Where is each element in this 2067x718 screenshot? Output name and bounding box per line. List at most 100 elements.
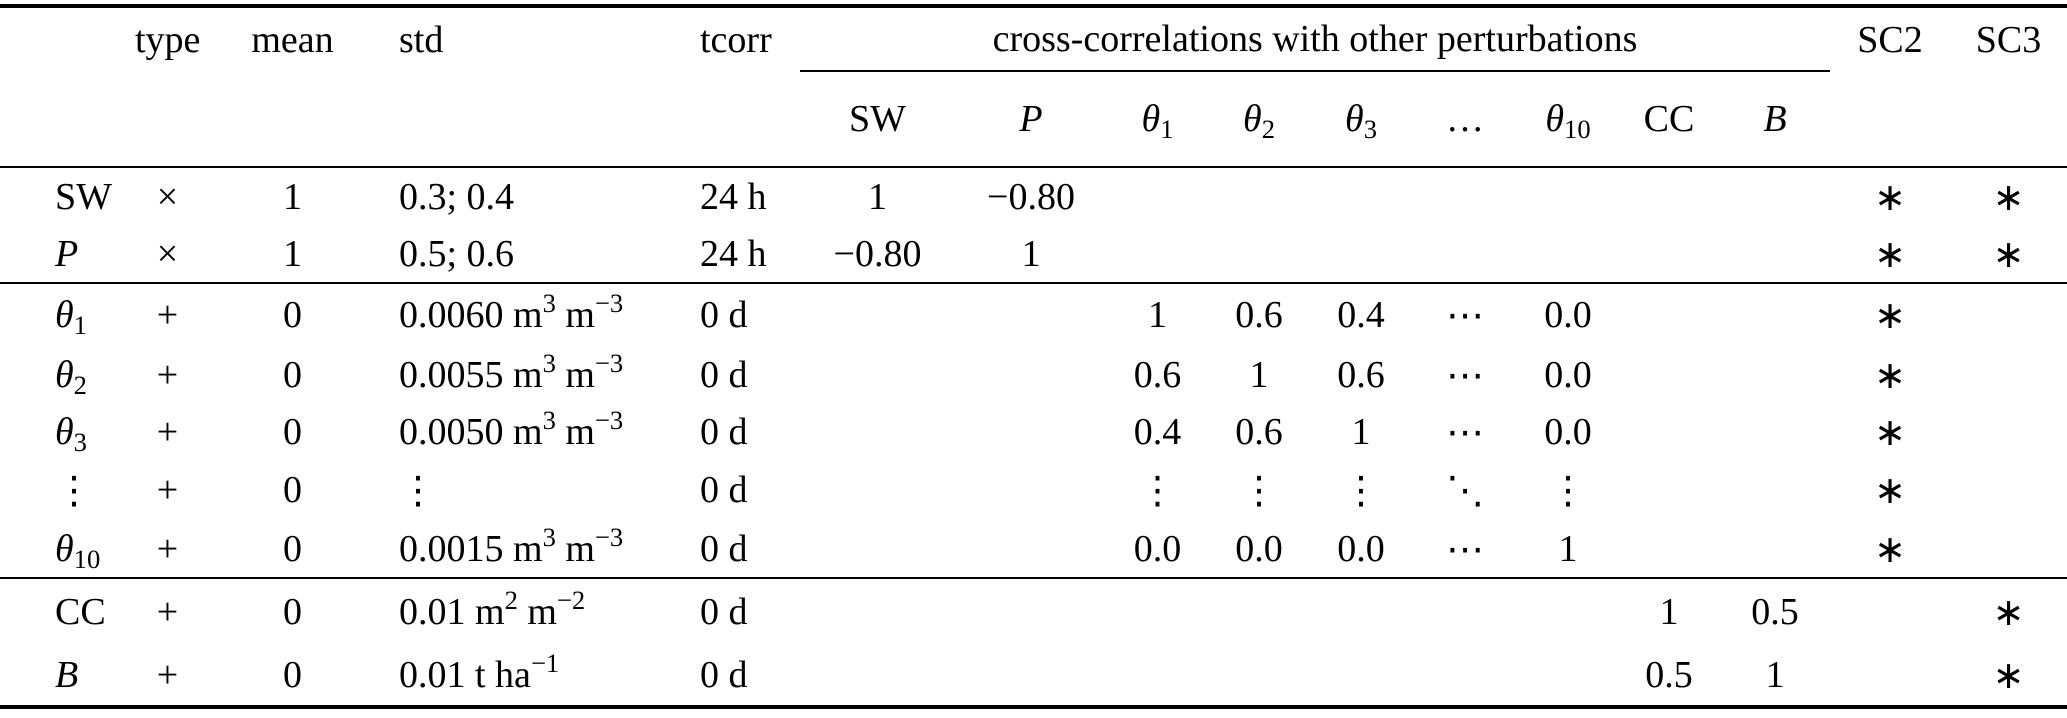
cell-sw-corr-t1 xyxy=(1107,167,1208,225)
cell-b-corr-b: 1 xyxy=(1765,654,1785,696)
cell-theta10-sc3 xyxy=(1950,520,2067,578)
header-type: type xyxy=(135,18,201,61)
cell-theta1-corr-dots: ⋯ xyxy=(1412,282,1518,346)
cell-dots-corr-cc xyxy=(1618,460,1720,520)
cell-theta2-corr-p xyxy=(955,346,1107,403)
cell-theta10-corr-t2: 0.0 xyxy=(1235,527,1283,570)
header-sc2: SC2 xyxy=(1857,18,1923,61)
cell-theta3-corr-b xyxy=(1720,403,1830,460)
cell-sw-corr-p: −0.80 xyxy=(987,175,1075,218)
cell-theta3-corr-p xyxy=(955,403,1107,460)
cell-cc-corr-t1 xyxy=(1107,577,1208,645)
header-mean: mean xyxy=(251,18,334,61)
header-row-main: type mean std tcorr cross-correlations w… xyxy=(0,6,2067,72)
cell-theta3-corr-dots: ⋯ xyxy=(1446,409,1484,454)
cell-sw-corr-sw: 1 xyxy=(868,175,887,218)
cell-dots-corr-t10: ⋮ xyxy=(1549,468,1587,512)
cell-theta2-mean: 0 xyxy=(283,353,302,396)
cell-p-type: × xyxy=(156,232,179,275)
cell-cc-sc2 xyxy=(1830,577,1950,645)
cell-cc-corr-t3 xyxy=(1310,577,1412,645)
table-row-b: B +0 0.01 t ha−1 0 d 0.5 1 ∗ xyxy=(0,645,2067,707)
cell-b-corr-t3 xyxy=(1310,645,1412,707)
cell-cc-corr-p xyxy=(955,577,1107,645)
cell-theta2-type: + xyxy=(156,353,179,396)
cell-dots-corr-t2: ⋮ xyxy=(1240,468,1278,512)
cell-p-sc2: ∗ xyxy=(1874,231,1906,276)
cell-theta1-corr-cc xyxy=(1618,282,1720,346)
cell-theta1-std: 0.0060 m3 m−3 xyxy=(385,282,690,346)
subheader-cc: CC xyxy=(1618,71,1720,168)
subheader-b: B xyxy=(1720,71,1830,168)
cell-b-sc2 xyxy=(1830,645,1950,707)
subheader-sw: SW xyxy=(800,71,955,168)
cell-cc-corr-t10 xyxy=(1518,577,1618,645)
table-row-p: P × 1 0.5; 0.6 24 h −0.80 1 ∗ ∗ xyxy=(0,225,2067,283)
cell-dots-sc3 xyxy=(1950,460,2067,520)
cell-cc-corr-sw xyxy=(800,577,955,645)
cell-theta10-type: + xyxy=(156,527,179,570)
table-row-theta3: θ3 +0 0.0050 m3 m−3 0 d 0.4 0.6 1 ⋯ 0.0 ∗ xyxy=(0,403,2067,460)
cell-dots-sc2: ∗ xyxy=(1874,468,1906,512)
cell-theta10-corr-t10: 1 xyxy=(1558,527,1578,570)
cell-theta1-corr-t3: 0.4 xyxy=(1310,282,1412,346)
header-row-sub: SW P θ1 θ2 θ3 … θ10 CC B xyxy=(0,71,2067,168)
cell-p-corr-b xyxy=(1720,225,1830,283)
cell-theta2-corr-t10: 0.0 xyxy=(1544,353,1592,396)
cell-b-corr-p xyxy=(955,645,1107,707)
cell-cc-corr-cc: 1 xyxy=(1618,577,1720,645)
cell-p-corr-t10 xyxy=(1518,225,1618,283)
header-std: std xyxy=(399,18,444,61)
cell-b-corr-t1 xyxy=(1107,645,1208,707)
subheader-theta3: θ3 xyxy=(1310,71,1412,168)
cell-b-mean: 0 xyxy=(283,654,302,696)
cell-p-corr-cc xyxy=(1618,225,1720,283)
cell-cc-corr-t2 xyxy=(1208,577,1310,645)
cell-sw-std: 0.3; 0.4 xyxy=(399,175,515,218)
cell-sw-corr-t10 xyxy=(1518,167,1618,225)
cell-sw-corr-dots xyxy=(1412,167,1518,225)
subheader-theta1: θ1 xyxy=(1107,71,1208,168)
cell-theta1-corr-sw xyxy=(800,282,955,346)
cell-theta1-sc2: ∗ xyxy=(1830,282,1950,346)
cell-theta10-corr-cc xyxy=(1618,520,1720,578)
cell-cc-std: 0.01 m2 m−2 xyxy=(385,577,690,645)
cell-theta1-tcorr: 0 d xyxy=(690,282,800,346)
cell-p-corr-t1 xyxy=(1107,225,1208,283)
cell-dots-corr-dots: ⋱ xyxy=(1446,468,1484,512)
cell-sw-mean: 1 xyxy=(283,175,302,218)
table-body: SW × 1 0.3; 0.4 24 h 1 −0.80 ∗ ∗ P × 1 0.5; 0.6 24 h −… xyxy=(0,167,2067,707)
cell-dots-type: + xyxy=(156,469,179,511)
cell-theta3-corr-t1: 0.4 xyxy=(1133,410,1182,453)
cell-theta10-label: θ10 xyxy=(55,527,101,574)
cell-theta2-corr-cc xyxy=(1618,346,1720,403)
table-row-theta10: θ10 +0 0.0015 m3 m−3 0 d 0.0 0.0 0.0 ⋯ 1 ∗ xyxy=(0,520,2067,578)
cell-sw-label: SW xyxy=(55,175,112,218)
subheader-empty-type xyxy=(135,71,200,168)
cell-dots-corr-sw xyxy=(800,460,955,520)
cell-theta10-mean: 0 xyxy=(283,527,302,570)
cell-sw-corr-b xyxy=(1720,167,1830,225)
subheader-p: P xyxy=(955,71,1107,168)
cell-p-tcorr: 24 h xyxy=(700,232,767,275)
cell-dots-corr-p xyxy=(955,460,1107,520)
cell-theta10-corr-t1: 0.0 xyxy=(1133,527,1182,570)
subheader-empty-sc2 xyxy=(1830,71,1950,168)
cell-theta10-std: 0.0015 m3 m−3 xyxy=(399,521,624,570)
cell-theta1-corr-t10: 0.0 xyxy=(1518,282,1618,346)
cell-cc-corr-b: 0.5 xyxy=(1720,577,1830,645)
cell-theta1-sc3 xyxy=(1950,282,2067,346)
cell-sw-corr-cc xyxy=(1618,167,1720,225)
cell-p-mean: 1 xyxy=(283,232,302,275)
cell-theta10-corr-sw xyxy=(800,520,955,578)
cell-theta2-corr-t1: 0.6 xyxy=(1133,353,1182,396)
cell-theta10-tcorr: 0 d xyxy=(700,527,748,570)
cell-p-corr-dots xyxy=(1412,225,1518,283)
cell-p-corr-t3 xyxy=(1310,225,1412,283)
cell-theta3-sc3 xyxy=(1950,403,2067,460)
subheader-empty-label xyxy=(0,71,135,168)
cell-b-corr-dots xyxy=(1412,645,1518,707)
cell-dots-tcorr: 0 d xyxy=(700,469,748,511)
cell-theta3-mean: 0 xyxy=(283,410,302,453)
cell-theta3-corr-t10: 0.0 xyxy=(1544,410,1592,453)
